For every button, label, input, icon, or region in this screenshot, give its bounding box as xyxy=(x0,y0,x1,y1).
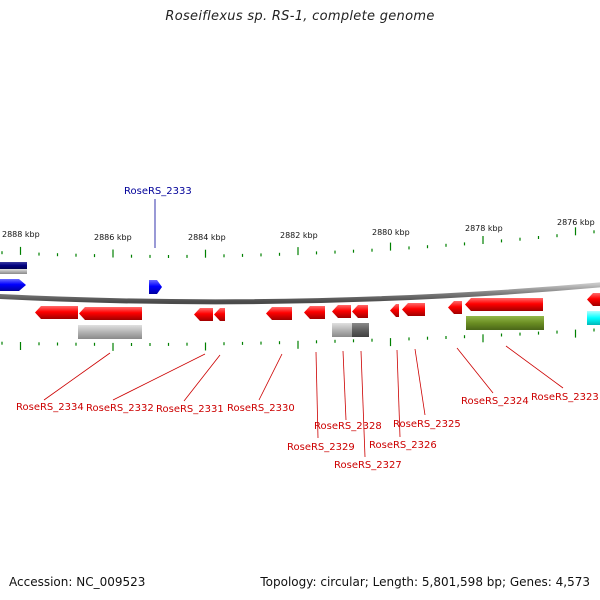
gene-arrow-roseRS-2325 xyxy=(402,303,425,316)
leader-roseRS-2323 xyxy=(505,345,564,389)
gene-label-roseRS-2324: RoseRS_2324 xyxy=(461,396,529,407)
leader-roseRS-2332 xyxy=(112,353,206,401)
gene-arrow-roseRS-2329 xyxy=(304,306,325,319)
gene-arrow-roseRS-2322 xyxy=(587,293,600,306)
leader-roseRS-2328 xyxy=(342,350,347,421)
tick-label-2884: 2884 kbp xyxy=(188,233,226,242)
gene-arrow-roseRS-2330 xyxy=(266,307,292,320)
gene-label-roseRS-2330: RoseRS_2330 xyxy=(227,403,295,414)
gene-arrow-roseRS-2324a xyxy=(448,301,462,314)
feature-bar-gray-forward xyxy=(0,269,27,274)
gene-arrow-roseRS-2332 xyxy=(79,307,142,320)
genome-backbone xyxy=(0,282,600,305)
gene-label-roseRS-2325: RoseRS_2325 xyxy=(393,419,461,430)
gene-arrow-roseRS-2328 xyxy=(332,305,351,318)
leader-roseRS-2331 xyxy=(183,354,221,402)
gene-labels: RoseRS_2333 RoseRS_2334 RoseRS_2332 Rose… xyxy=(16,186,599,471)
scale-ticks-outer xyxy=(1,227,595,258)
gene-label-roseRS-2329: RoseRS_2329 xyxy=(287,442,355,453)
gene-arrow-roseRS-2326 xyxy=(390,304,399,317)
feature-bar-gray-2332 xyxy=(78,325,142,339)
leader-roseRS-2324 xyxy=(456,347,494,394)
forward-features xyxy=(0,262,162,294)
gene-bar-navy xyxy=(0,262,27,269)
scale-labels: 2888 kbp 2886 kbp 2884 kbp 2882 kbp 2880… xyxy=(2,218,595,242)
gene-label-roseRS-2323: RoseRS_2323 xyxy=(531,392,599,403)
feature-bar-olive-2324 xyxy=(466,316,544,330)
tick-label-2878: 2878 kbp xyxy=(465,224,503,233)
gene-arrow-roseRS-2331b xyxy=(214,308,225,321)
leader-roseRS-2325 xyxy=(414,348,426,416)
scale-ticks-inner xyxy=(1,328,595,351)
gene-label-roseRS-2334: RoseRS_2334 xyxy=(16,402,84,413)
gene-arrow-roseRS-2333 xyxy=(149,280,162,294)
leader-roseRS-2327 xyxy=(360,350,366,458)
feature-bar-gray-2328 xyxy=(332,323,352,337)
gene-arrow-roseRS-2334 xyxy=(35,306,78,319)
leader-roseRS-2330 xyxy=(258,353,283,401)
leader-roseRS-2329 xyxy=(315,351,319,439)
feature-bar-darkgray-2327 xyxy=(352,323,369,337)
map-title: Roseiflexus sp. RS-1, complete genome xyxy=(165,9,435,24)
label-leaders xyxy=(43,199,564,458)
leader-roseRS-2334 xyxy=(43,352,111,401)
tick-label-2888: 2888 kbp xyxy=(2,230,40,239)
accession-text: Accession: NC_009523 xyxy=(9,575,146,589)
gene-label-roseRS-2328: RoseRS_2328 xyxy=(314,421,382,432)
gene-label-roseRS-2327: RoseRS_2327 xyxy=(334,460,402,471)
leader-roseRS-2326 xyxy=(396,349,401,438)
tick-label-2886: 2886 kbp xyxy=(94,233,132,242)
gene-label-roseRS-2332: RoseRS_2332 xyxy=(86,403,154,414)
tick-label-2882: 2882 kbp xyxy=(280,231,318,240)
tick-label-2880: 2880 kbp xyxy=(372,228,410,237)
gene-arrow-forward-left xyxy=(0,279,26,291)
gene-arrow-roseRS-2331a xyxy=(194,308,213,321)
gene-label-roseRS-2326: RoseRS_2326 xyxy=(369,440,437,451)
reverse-features xyxy=(35,293,600,339)
gene-arrow-roseRS-2324b xyxy=(465,298,543,311)
topology-text: Topology: circular; Length: 5,801,598 bp… xyxy=(260,575,590,589)
gene-arrow-roseRS-2327 xyxy=(352,305,368,318)
tick-label-2876: 2876 kbp xyxy=(557,218,595,227)
feature-bar-cyan xyxy=(587,311,600,325)
gene-label-roseRS-2331: RoseRS_2331 xyxy=(156,404,224,415)
gene-label-roseRS-2333: RoseRS_2333 xyxy=(124,186,192,197)
